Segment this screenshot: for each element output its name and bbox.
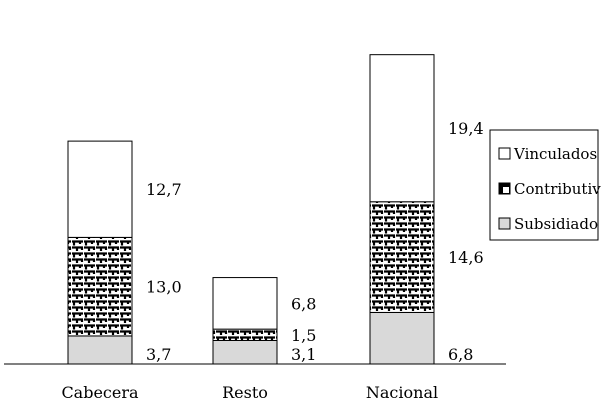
value-label-nacional-subsidiado: 6,8 bbox=[448, 345, 473, 364]
bar-cabecera-contributivo bbox=[67, 236, 133, 337]
value-label-resto-subsidiado: 3,1 bbox=[291, 345, 316, 364]
chart-legend: Vinculados Contributivo Subsidiado bbox=[489, 129, 601, 241]
bar-nacional-contributivo bbox=[369, 201, 435, 313]
legend-label-vinculados: Vinculados bbox=[513, 145, 597, 163]
category-label-nacional: Nacional bbox=[366, 383, 438, 402]
value-label-nacional-contributivo: 14,6 bbox=[448, 248, 484, 267]
category-label-cabecera: Cabecera bbox=[61, 383, 139, 402]
value-label-cabecera-subsidiado: 3,7 bbox=[146, 345, 171, 364]
legend-swatch-detail bbox=[503, 187, 509, 193]
bar-resto-subsidiado bbox=[212, 339, 278, 365]
value-label-cabecera-vinculados: 12,7 bbox=[146, 180, 182, 199]
legend-label-subsidiado: Subsidiado bbox=[514, 215, 598, 233]
bar-nacional-vinculados bbox=[369, 54, 435, 203]
category-label-resto: Resto bbox=[222, 383, 268, 402]
legend-swatch-subsidiado bbox=[498, 217, 511, 230]
bar-cabecera-subsidiado bbox=[67, 335, 133, 365]
bar-nacional-subsidiado bbox=[369, 311, 435, 365]
bar-resto-vinculados bbox=[212, 277, 278, 330]
bar-resto-contributivo bbox=[212, 328, 278, 341]
legend-label-contributivo: Contributivo bbox=[514, 180, 601, 198]
value-label-resto-contributivo: 1,5 bbox=[291, 326, 316, 345]
legend-swatch-vinculados bbox=[498, 147, 511, 160]
bar-cabecera-vinculados bbox=[67, 140, 133, 238]
value-label-cabecera-contributivo: 13,0 bbox=[146, 278, 182, 297]
value-label-resto-vinculados: 6,8 bbox=[291, 294, 316, 313]
value-label-nacional-vinculados: 19,4 bbox=[448, 119, 484, 138]
